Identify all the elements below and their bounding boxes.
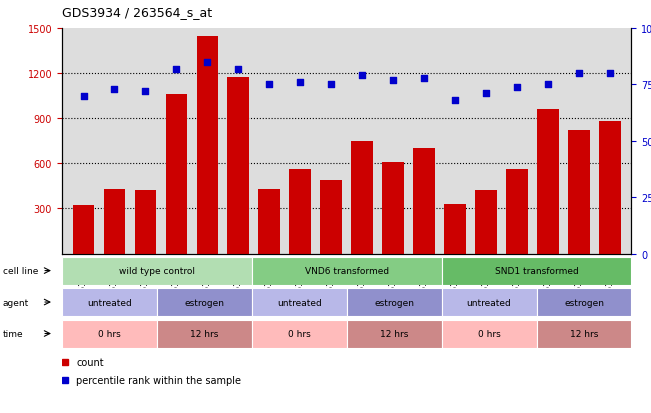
Bar — [165, 95, 187, 254]
Text: 0 hrs: 0 hrs — [478, 329, 501, 338]
Bar — [382, 162, 404, 254]
Bar — [536, 320, 631, 348]
Bar — [290, 170, 311, 254]
Text: untreated: untreated — [87, 298, 132, 307]
Bar — [73, 206, 94, 254]
Point — [605, 71, 615, 77]
Text: SND1 transformed: SND1 transformed — [495, 266, 578, 275]
Point — [419, 75, 429, 82]
Bar — [135, 191, 156, 254]
Point — [450, 97, 460, 104]
Point — [480, 91, 491, 97]
Point — [574, 71, 584, 77]
Bar — [475, 191, 497, 254]
Text: GDS3934 / 263564_s_at: GDS3934 / 263564_s_at — [62, 6, 212, 19]
Point — [388, 77, 398, 84]
Point — [233, 66, 243, 73]
Bar — [62, 288, 157, 316]
Bar — [62, 320, 157, 348]
Text: agent: agent — [3, 298, 29, 307]
Bar — [441, 320, 536, 348]
Bar — [413, 149, 435, 254]
Text: 0 hrs: 0 hrs — [98, 329, 120, 338]
Point — [264, 82, 275, 88]
Bar — [599, 122, 620, 254]
Text: estrogen: estrogen — [374, 298, 414, 307]
Text: untreated: untreated — [277, 298, 322, 307]
Text: estrogen: estrogen — [564, 298, 604, 307]
Bar — [441, 288, 536, 316]
Bar — [252, 257, 441, 285]
Bar — [104, 190, 125, 254]
Point — [109, 86, 120, 93]
Bar — [320, 180, 342, 254]
Text: VND6 transformed: VND6 transformed — [305, 266, 389, 275]
Point — [202, 59, 213, 66]
Text: 0 hrs: 0 hrs — [288, 329, 311, 338]
Bar — [441, 257, 631, 285]
Bar — [197, 36, 218, 254]
Bar — [352, 141, 373, 254]
Text: count: count — [76, 358, 104, 368]
Text: time: time — [3, 329, 23, 338]
Point — [78, 93, 89, 100]
Bar — [346, 288, 441, 316]
Text: 12 hrs: 12 hrs — [570, 329, 598, 338]
Bar — [252, 320, 346, 348]
Point — [326, 82, 337, 88]
Text: wild type control: wild type control — [118, 266, 195, 275]
Point — [295, 80, 305, 86]
Text: estrogen: estrogen — [184, 298, 224, 307]
Bar — [157, 288, 252, 316]
Bar — [568, 131, 590, 254]
Bar — [346, 320, 441, 348]
Bar — [506, 170, 528, 254]
Point — [357, 73, 367, 79]
Bar — [157, 320, 252, 348]
Point — [171, 66, 182, 73]
Text: 12 hrs: 12 hrs — [190, 329, 219, 338]
Text: cell line: cell line — [3, 266, 38, 275]
Bar — [62, 257, 252, 285]
Point — [512, 84, 522, 91]
Bar — [537, 110, 559, 254]
Bar — [227, 78, 249, 254]
Bar — [252, 288, 346, 316]
Bar — [444, 204, 466, 254]
Point — [543, 82, 553, 88]
Bar — [536, 288, 631, 316]
Text: untreated: untreated — [467, 298, 512, 307]
Text: 12 hrs: 12 hrs — [380, 329, 408, 338]
Point — [140, 89, 150, 95]
Bar — [258, 190, 280, 254]
Text: percentile rank within the sample: percentile rank within the sample — [76, 375, 241, 385]
